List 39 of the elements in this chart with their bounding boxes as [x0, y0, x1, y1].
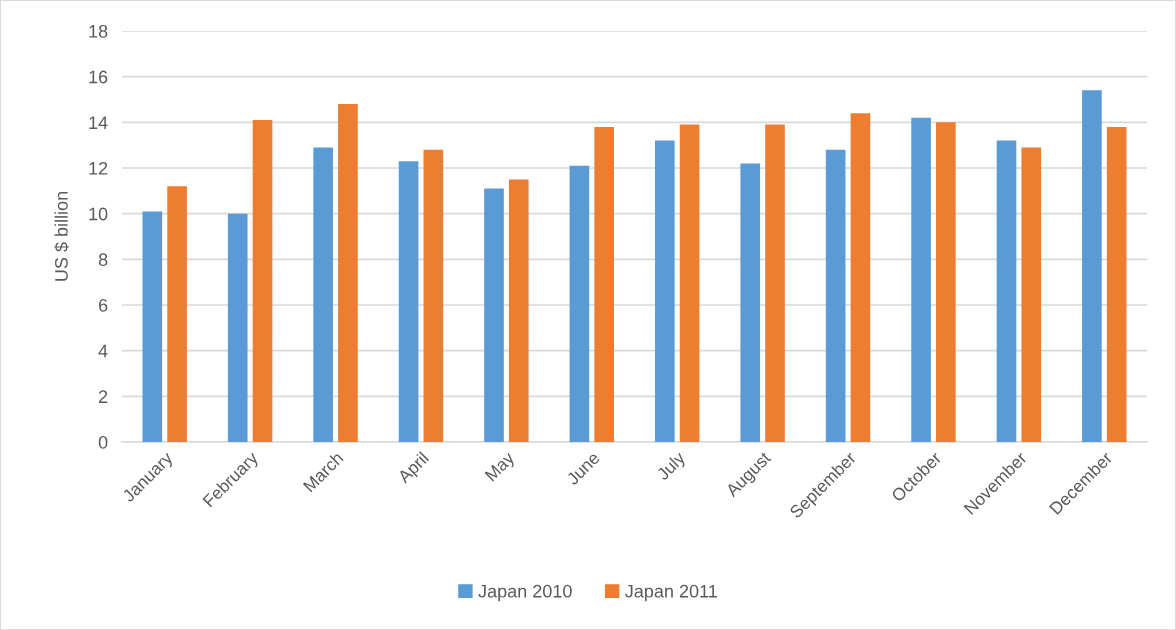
- y-tick-label: 16: [89, 70, 108, 84]
- y-tick-label: 18: [89, 24, 108, 38]
- bar: [484, 188, 504, 442]
- bar: [996, 140, 1017, 442]
- y-tick-label: 2: [98, 390, 108, 403]
- bar: [252, 120, 273, 442]
- bar: [508, 179, 529, 442]
- bar: [765, 124, 785, 442]
- bar: [655, 140, 675, 442]
- y-tick-label: 8: [98, 253, 108, 267]
- x-tick-label: May: [484, 450, 518, 484]
- y-tick-label: 4: [98, 344, 108, 358]
- y-tick-label: 12: [89, 161, 108, 175]
- bar: [142, 211, 163, 442]
- bar: [167, 186, 187, 442]
- bar: [936, 122, 956, 442]
- bar: [740, 163, 761, 442]
- bar: [825, 149, 846, 442]
- bar: [911, 117, 931, 442]
- bar: [398, 161, 419, 442]
- bar: [313, 147, 333, 442]
- y-axis-title: US $ billion: [54, 192, 69, 281]
- y-tick-label: 14: [89, 116, 108, 129]
- legend-label: Japan 2010: [478, 584, 572, 602]
- bar: [569, 165, 590, 442]
- bar: [338, 104, 358, 442]
- y-tick-label: 0: [98, 435, 108, 449]
- bar: [423, 149, 444, 442]
- bar: [1082, 90, 1102, 442]
- y-tick-label: 6: [98, 298, 108, 312]
- bar: [594, 126, 614, 442]
- y-tick-label: 10: [89, 207, 108, 221]
- bar: [1021, 147, 1042, 442]
- bar: [679, 124, 700, 442]
- bar: [850, 113, 871, 442]
- bar: [1106, 126, 1127, 442]
- bar: [227, 213, 248, 442]
- legend-label: Japan 2011: [625, 584, 717, 602]
- x-tick-label: July: [655, 450, 689, 484]
